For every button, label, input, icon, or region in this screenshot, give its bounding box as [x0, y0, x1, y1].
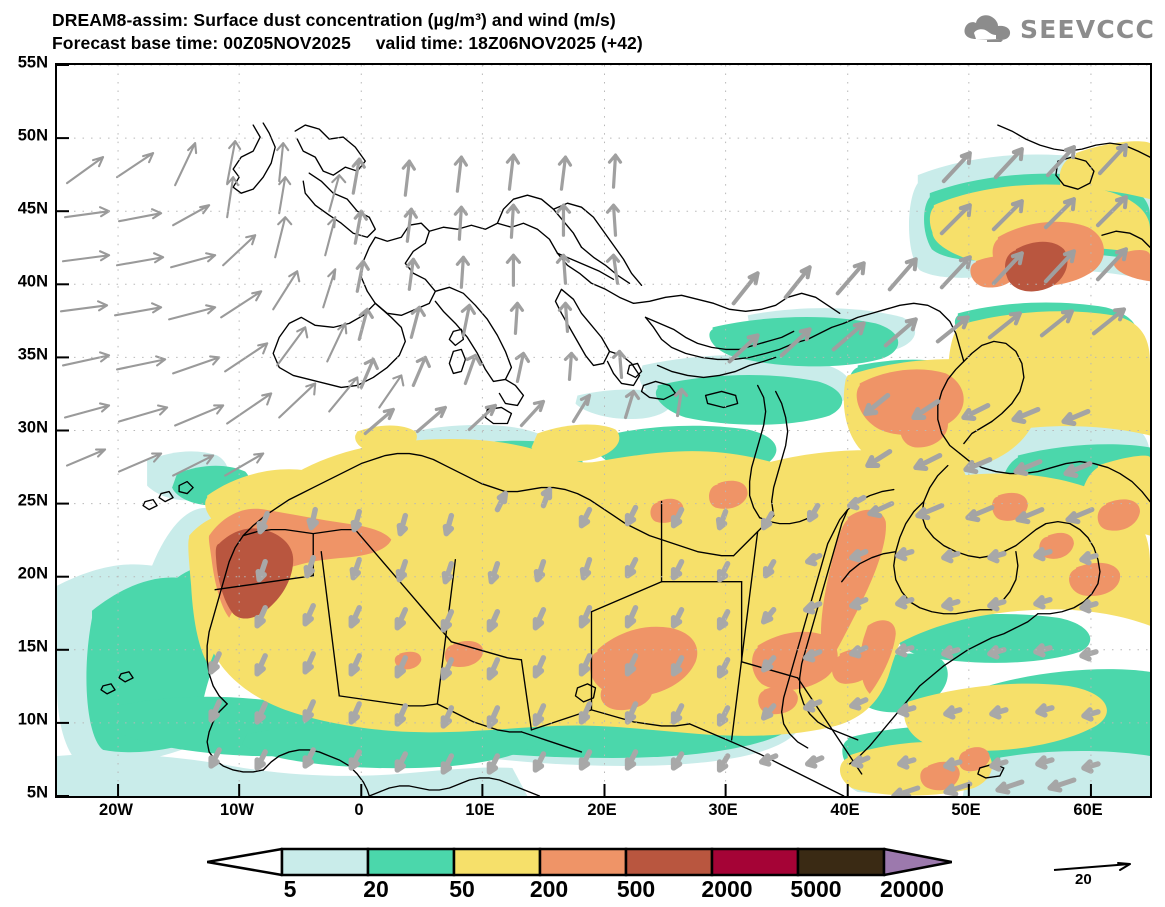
- x-tick-label: 40E: [830, 801, 860, 819]
- colorbar-swatch-50-200: [452, 847, 542, 877]
- colorbar-tick-label: 20: [363, 876, 389, 902]
- x-tick-label: 30E: [708, 801, 738, 819]
- chart-title-line-1: DREAM8-assim: Surface dust concentration…: [52, 10, 616, 30]
- colorbar-over-arrow: [882, 847, 952, 877]
- colorbar-tick-label: 500: [616, 876, 656, 902]
- colorbar-swatches[interactable]: [207, 845, 952, 879]
- colorbar-tick-label: 50: [449, 876, 475, 902]
- y-tick-label: 20N: [17, 564, 48, 583]
- dust-contour-fills: [57, 141, 1150, 796]
- colorbar-tick-label: 200: [529, 876, 569, 902]
- x-tick-label: 20E: [587, 801, 617, 819]
- colorbar-swatch-20-50: [366, 847, 456, 877]
- dust-concentration-map: [57, 65, 1150, 796]
- x-tick-label: 10E: [465, 801, 495, 819]
- x-tick-label: 0: [354, 801, 364, 819]
- title-block: DREAM8-assim: Surface dust concentration…: [52, 9, 643, 55]
- axis-ticks: [57, 65, 1092, 796]
- map-plot-area[interactable]: [55, 63, 1152, 798]
- colorbar-tick-label: 20000: [880, 876, 944, 902]
- y-tick-label: 5N: [26, 783, 48, 802]
- colorbar-tick-label: 5000: [790, 876, 842, 902]
- colorbar-swatch-200-500: [538, 847, 628, 877]
- colorbar-swatch-5-20: [280, 847, 370, 877]
- wind-vectors: [59, 140, 1128, 796]
- y-tick-label: 50N: [17, 126, 48, 145]
- colorbar-tick-label: 2000: [701, 876, 753, 902]
- colorbar-under-arrow: [207, 847, 284, 877]
- seevccc-logo: SEEVCCC: [962, 9, 1155, 49]
- lat-lon-gridlines: [57, 65, 1150, 796]
- y-tick-label: 25N: [17, 491, 48, 510]
- cloud-icon: [964, 15, 1011, 45]
- y-tick-label: 15N: [17, 637, 48, 656]
- x-tick-label: 60E: [1073, 801, 1103, 819]
- y-tick-label: 45N: [17, 199, 48, 218]
- colorbar-tick-label: 5: [283, 876, 297, 902]
- x-tick-label: 20W: [99, 801, 133, 819]
- y-tick-label: 10N: [17, 710, 48, 729]
- y-tick-label: 40N: [17, 272, 48, 291]
- colorbar-swatch-2000-5000: [710, 847, 800, 877]
- colorbar-swatch-500-2000: [624, 847, 714, 877]
- header: DREAM8-assim: Surface dust concentration…: [0, 0, 1165, 60]
- map-canvas: [57, 65, 1150, 796]
- wind-scale-arrow: [1053, 862, 1131, 871]
- colorbar-swatch-5000-20000: [796, 847, 886, 877]
- logo-text: SEEVCCC: [1020, 14, 1155, 44]
- x-tick-label: 50E: [951, 801, 981, 819]
- chart-title-line-2: Forecast base time: 00Z05NOV2025 valid t…: [52, 33, 643, 53]
- y-tick-label: 35N: [17, 345, 48, 364]
- colorbar-legend: 5 20 50 200 500 2000 5000 20000 20: [0, 838, 1165, 907]
- y-tick-label: 30N: [17, 418, 48, 437]
- x-tick-label: 10W: [220, 801, 254, 819]
- wind-scale-label: 20: [1075, 871, 1092, 888]
